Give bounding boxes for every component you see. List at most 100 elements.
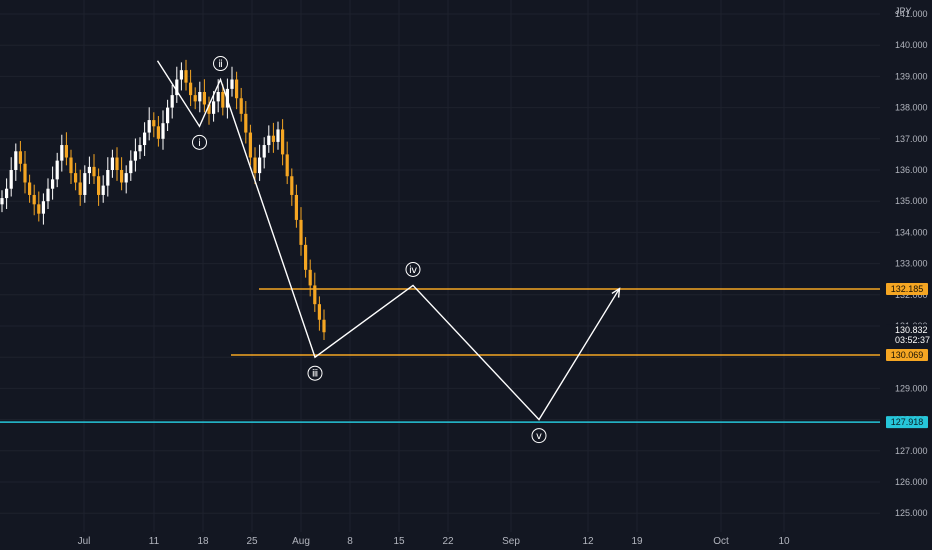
wave-label-circle bbox=[307, 365, 323, 381]
candle-body bbox=[179, 70, 183, 80]
level-price-label: 127.918 bbox=[891, 417, 924, 427]
candle-body bbox=[221, 92, 225, 108]
y-tick-label: 133.000 bbox=[895, 259, 928, 269]
candle-body bbox=[230, 79, 234, 89]
wave-layer: ⅰ ⅱ ⅲ ⅳ ⅴ bbox=[156, 56, 621, 444]
candle-body bbox=[129, 160, 133, 174]
x-tick-label: 10 bbox=[778, 536, 790, 547]
candle-body bbox=[276, 129, 280, 142]
candle-body bbox=[235, 79, 239, 99]
y-tick-label: 136.000 bbox=[895, 165, 928, 175]
candle-body bbox=[51, 179, 55, 189]
candle-body bbox=[110, 157, 114, 170]
level-price-label: 132.185 bbox=[891, 284, 924, 294]
y-tick-label: 137.000 bbox=[895, 134, 928, 144]
x-tick-label: Aug bbox=[292, 536, 310, 547]
wave-label-circle bbox=[192, 134, 207, 150]
candle-body bbox=[258, 157, 262, 174]
level-layer bbox=[0, 288, 886, 423]
candle-body bbox=[294, 194, 298, 220]
x-tick-label: Oct bbox=[713, 536, 729, 547]
y-tick-label: 141.000 bbox=[895, 9, 928, 19]
candle-body bbox=[267, 135, 271, 146]
x-tick-label: 19 bbox=[631, 536, 643, 547]
candle-body bbox=[55, 160, 59, 180]
candle-body bbox=[120, 170, 124, 183]
candle-body bbox=[9, 170, 13, 189]
y-tick-label: 129.000 bbox=[895, 383, 928, 393]
wave-label: ⅰ bbox=[198, 138, 201, 149]
candle-body bbox=[207, 104, 211, 114]
candle-body bbox=[281, 129, 285, 155]
candle-body bbox=[216, 92, 220, 102]
countdown-label: 03:52:37 bbox=[895, 335, 930, 345]
y-tick-label: 140.000 bbox=[895, 40, 928, 50]
y-tick-label: 139.000 bbox=[895, 71, 928, 81]
candle-body bbox=[37, 204, 41, 214]
candle-body bbox=[198, 92, 202, 102]
level-price-tag bbox=[886, 283, 928, 296]
candle-body bbox=[92, 166, 96, 177]
candle-body bbox=[101, 185, 105, 195]
x-tick-label: 22 bbox=[442, 536, 454, 547]
candle-body bbox=[74, 173, 78, 183]
time-axis: Jul 11 18 25 Aug 8 15 22 Sep 12 19 Oct 10 bbox=[78, 536, 790, 547]
candle-body bbox=[0, 198, 4, 205]
candle-body bbox=[60, 145, 64, 161]
candle-body bbox=[97, 176, 101, 195]
candle-body bbox=[23, 163, 27, 183]
candle-body bbox=[156, 126, 160, 139]
level-price-tag bbox=[886, 416, 928, 429]
candle-body bbox=[299, 219, 303, 245]
candle-body bbox=[193, 95, 197, 102]
wave-label: ⅴ bbox=[536, 431, 542, 442]
price-axis-panel[interactable] bbox=[880, 0, 932, 532]
candle-body bbox=[32, 194, 36, 205]
candle-body bbox=[189, 82, 193, 96]
candle-body bbox=[166, 107, 170, 124]
candle-body bbox=[143, 132, 147, 146]
candle-body bbox=[271, 135, 275, 142]
candle-body bbox=[313, 285, 317, 305]
candle-body bbox=[124, 173, 128, 183]
grid-layer bbox=[0, 0, 880, 532]
candle-body bbox=[170, 95, 174, 108]
candle-body bbox=[239, 98, 243, 114]
y-tick-label: 134.000 bbox=[895, 227, 928, 237]
wave-arrow-head bbox=[611, 287, 621, 298]
candle-body bbox=[304, 244, 308, 270]
candle-body bbox=[64, 145, 68, 158]
x-tick-label: 8 bbox=[347, 536, 353, 547]
elliott-wave-path[interactable] bbox=[156, 60, 621, 421]
candle-body bbox=[41, 201, 45, 214]
candle-body bbox=[248, 132, 252, 158]
y-tick-label: 126.000 bbox=[895, 477, 928, 487]
candle-body bbox=[106, 170, 110, 186]
candle-body bbox=[317, 304, 321, 320]
x-tick-label: 11 bbox=[149, 536, 160, 547]
candle-body bbox=[152, 120, 156, 127]
candle-body bbox=[161, 123, 165, 139]
time-axis-panel[interactable] bbox=[0, 532, 932, 550]
candle-body bbox=[83, 173, 87, 195]
candle-body bbox=[28, 182, 32, 195]
last-price-label: 130.832 bbox=[895, 325, 928, 335]
candle-body bbox=[147, 120, 151, 133]
wave-label-circle bbox=[531, 428, 547, 444]
candle-body bbox=[290, 176, 294, 195]
candle-body bbox=[87, 166, 91, 174]
wave-label: ⅳ bbox=[409, 265, 417, 276]
y-tick-label: 138.000 bbox=[895, 103, 928, 113]
wave-label-circle bbox=[213, 56, 228, 72]
candle-body bbox=[285, 154, 289, 177]
candle-body bbox=[322, 319, 326, 333]
y-tick-label: 125.000 bbox=[895, 508, 928, 518]
candle-body bbox=[184, 70, 188, 83]
last-price-tag bbox=[886, 324, 928, 347]
x-tick-label: 18 bbox=[197, 536, 209, 547]
level-price-label: 130.069 bbox=[891, 350, 924, 360]
